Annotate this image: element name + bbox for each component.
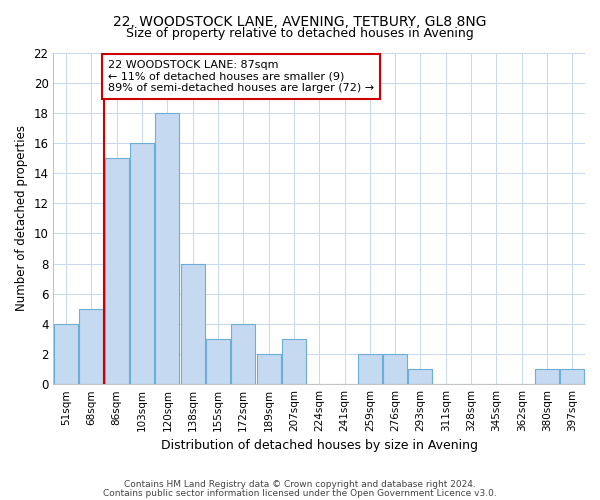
Bar	[560, 369, 584, 384]
Bar	[54, 324, 78, 384]
Text: Size of property relative to detached houses in Avening: Size of property relative to detached ho…	[126, 28, 474, 40]
Text: Contains HM Land Registry data © Crown copyright and database right 2024.: Contains HM Land Registry data © Crown c…	[124, 480, 476, 489]
Bar	[257, 354, 281, 384]
X-axis label: Distribution of detached houses by size in Avening: Distribution of detached houses by size …	[161, 440, 478, 452]
Bar	[535, 369, 559, 384]
Bar	[181, 264, 205, 384]
Bar	[409, 369, 433, 384]
Bar	[358, 354, 382, 384]
Bar	[383, 354, 407, 384]
Bar	[155, 113, 179, 384]
Y-axis label: Number of detached properties: Number of detached properties	[15, 126, 28, 312]
Text: 22, WOODSTOCK LANE, AVENING, TETBURY, GL8 8NG: 22, WOODSTOCK LANE, AVENING, TETBURY, GL…	[113, 15, 487, 29]
Bar	[206, 339, 230, 384]
Text: 22 WOODSTOCK LANE: 87sqm
← 11% of detached houses are smaller (9)
89% of semi-de: 22 WOODSTOCK LANE: 87sqm ← 11% of detach…	[108, 60, 374, 93]
Bar	[282, 339, 306, 384]
Text: Contains public sector information licensed under the Open Government Licence v3: Contains public sector information licen…	[103, 488, 497, 498]
Bar	[104, 158, 129, 384]
Bar	[231, 324, 255, 384]
Bar	[79, 309, 103, 384]
Bar	[130, 143, 154, 384]
